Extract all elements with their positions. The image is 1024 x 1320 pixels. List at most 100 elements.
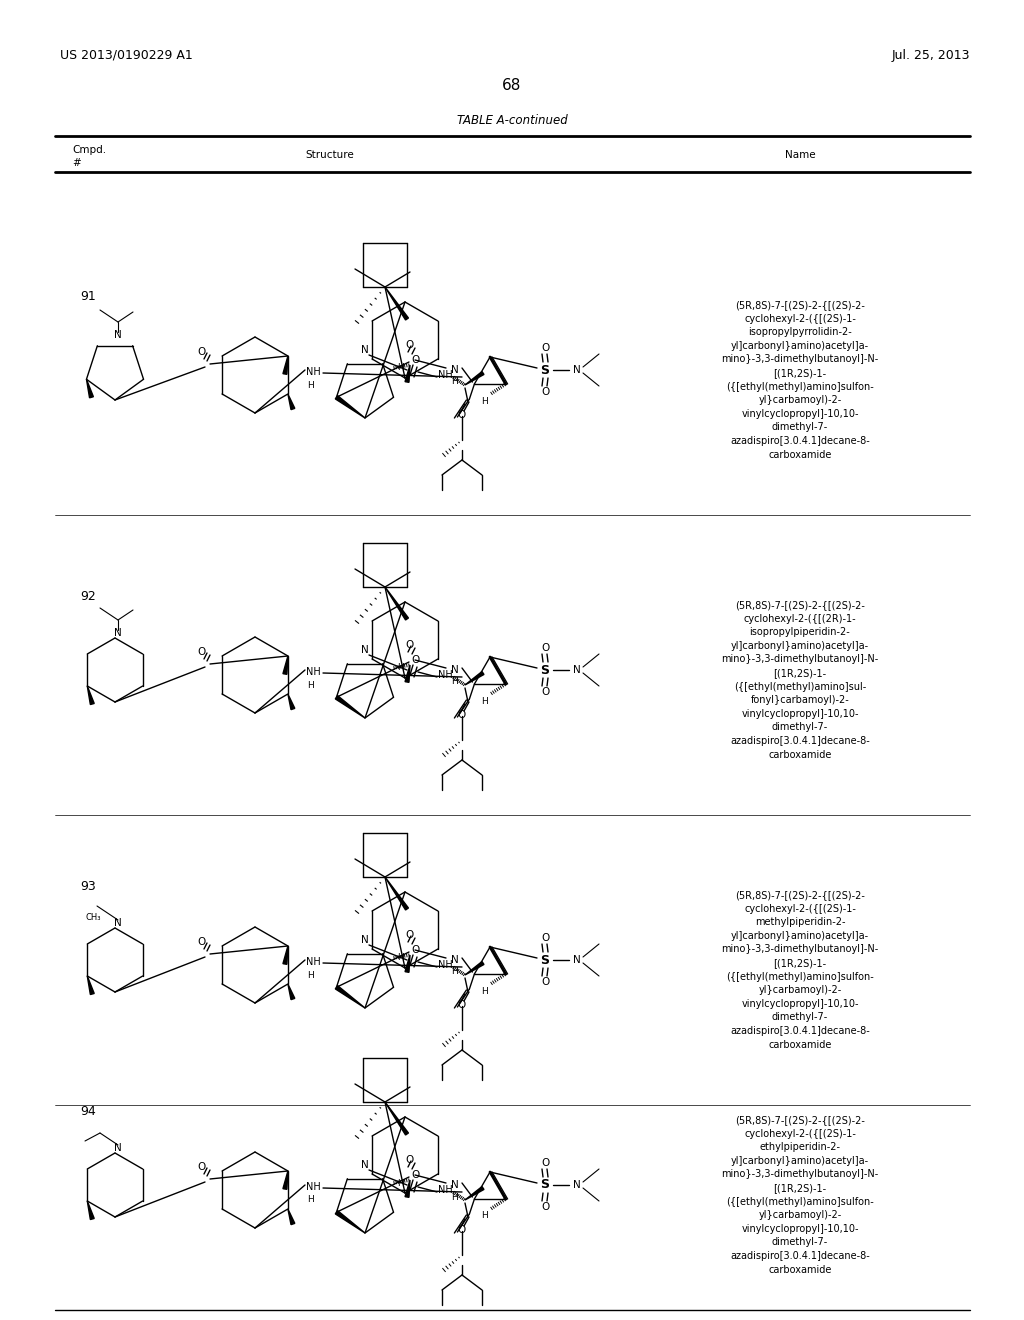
Text: N: N (361, 1160, 369, 1170)
Polygon shape (406, 1180, 410, 1197)
Text: O: O (411, 945, 419, 954)
Text: O: O (406, 931, 414, 940)
Polygon shape (406, 954, 410, 973)
Text: NH: NH (305, 367, 321, 378)
Text: NH: NH (437, 370, 453, 380)
Polygon shape (283, 946, 288, 965)
Polygon shape (465, 672, 484, 685)
Polygon shape (385, 286, 409, 319)
Text: O: O (406, 1155, 414, 1166)
Text: N: N (452, 1180, 459, 1191)
Text: S: S (541, 363, 550, 376)
Text: H: H (396, 953, 403, 962)
Text: H: H (307, 681, 314, 689)
Text: O: O (411, 1170, 419, 1180)
Polygon shape (465, 961, 484, 975)
Text: (5R,8S)-7-[(2S)-2-{[(2S)-2-
cyclohexyl-2-({[(2R)-1-
isopropylpiperidin-2-
yl]car: (5R,8S)-7-[(2S)-2-{[(2S)-2- cyclohexyl-2… (721, 601, 879, 759)
Polygon shape (87, 975, 94, 994)
Text: N: N (452, 665, 459, 675)
Text: H: H (396, 1179, 403, 1188)
Text: H: H (452, 1192, 459, 1201)
Text: O: O (198, 937, 206, 946)
Text: S: S (541, 664, 550, 676)
Text: O: O (406, 341, 414, 350)
Text: 94: 94 (80, 1105, 96, 1118)
Text: O: O (458, 710, 466, 719)
Text: N: N (573, 954, 581, 965)
Polygon shape (86, 379, 93, 397)
Text: O: O (406, 640, 414, 649)
Polygon shape (406, 366, 410, 383)
Text: Name: Name (784, 150, 815, 160)
Polygon shape (283, 356, 288, 375)
Text: N: N (114, 917, 122, 928)
Text: H: H (307, 970, 314, 979)
Text: 91: 91 (80, 290, 96, 304)
Text: (5R,8S)-7-[(2S)-2-{[(2S)-2-
cyclohexyl-2-({[(2S)-1-
methylpiperidin-2-
yl]carbon: (5R,8S)-7-[(2S)-2-{[(2S)-2- cyclohexyl-2… (721, 890, 879, 1049)
Text: H: H (452, 677, 459, 686)
Polygon shape (335, 1210, 365, 1233)
Text: N: N (573, 665, 581, 675)
Text: CH₃: CH₃ (85, 913, 101, 923)
Text: NH: NH (305, 957, 321, 968)
Polygon shape (385, 587, 409, 620)
Text: #: # (72, 158, 81, 168)
Text: N: N (361, 645, 369, 655)
Text: H: H (481, 986, 488, 995)
Text: Structure: Structure (305, 150, 354, 160)
Text: N: N (361, 935, 369, 945)
Polygon shape (288, 1209, 295, 1225)
Text: NH: NH (437, 1185, 453, 1195)
Text: N: N (573, 366, 581, 375)
Text: 93: 93 (80, 880, 96, 894)
Text: NH: NH (437, 960, 453, 970)
Text: O: O (541, 1158, 549, 1168)
Text: O: O (198, 347, 206, 356)
Text: S: S (541, 1179, 550, 1192)
Text: O: O (541, 686, 549, 697)
Text: O: O (198, 647, 206, 657)
Polygon shape (385, 876, 409, 909)
Text: Cmpd.: Cmpd. (72, 145, 106, 154)
Text: US 2013/0190229 A1: US 2013/0190229 A1 (60, 49, 193, 62)
Polygon shape (465, 371, 484, 385)
Text: (5R,8S)-7-[(2S)-2-{[(2S)-2-
cyclohexyl-2-({[(2S)-1-
isopropylpyrrolidin-2-
yl]ca: (5R,8S)-7-[(2S)-2-{[(2S)-2- cyclohexyl-2… (721, 300, 879, 459)
Text: S: S (541, 953, 550, 966)
Text: O: O (541, 387, 549, 397)
Text: H: H (481, 1212, 488, 1221)
Text: H: H (396, 363, 403, 372)
Polygon shape (288, 694, 295, 710)
Polygon shape (335, 696, 365, 718)
Polygon shape (335, 986, 365, 1008)
Text: N: N (573, 1180, 581, 1191)
Polygon shape (406, 665, 410, 682)
Text: H: H (481, 697, 488, 705)
Text: TABLE A-continued: TABLE A-continued (457, 114, 567, 127)
Text: 68: 68 (503, 78, 521, 92)
Text: O: O (541, 977, 549, 987)
Text: H: H (452, 378, 459, 387)
Text: H: H (396, 664, 403, 672)
Text: N: N (114, 628, 122, 638)
Polygon shape (87, 1201, 94, 1220)
Polygon shape (288, 983, 295, 999)
Text: N: N (452, 954, 459, 965)
Text: O: O (411, 355, 419, 366)
Text: H: H (481, 396, 488, 405)
Polygon shape (283, 1171, 288, 1189)
Text: N: N (361, 345, 369, 355)
Text: O: O (198, 1162, 206, 1172)
Text: O: O (541, 643, 549, 653)
Polygon shape (288, 393, 295, 409)
Text: O: O (411, 655, 419, 665)
Text: O: O (458, 411, 466, 420)
Text: NH: NH (437, 671, 453, 680)
Polygon shape (87, 686, 94, 705)
Text: O: O (541, 933, 549, 942)
Text: O: O (458, 1001, 466, 1010)
Text: O: O (458, 1225, 466, 1236)
Text: N: N (114, 330, 122, 341)
Polygon shape (385, 1102, 409, 1135)
Text: NH: NH (305, 667, 321, 677)
Polygon shape (283, 656, 288, 675)
